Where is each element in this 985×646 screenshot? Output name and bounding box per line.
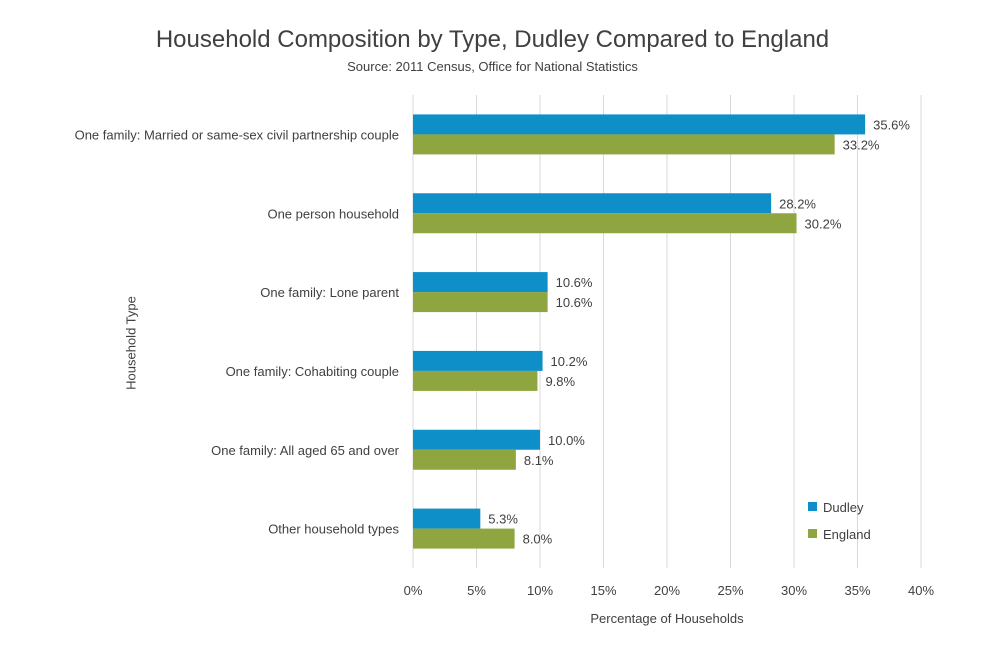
data-label: 33.2% xyxy=(843,137,880,152)
bar-england xyxy=(413,213,797,234)
data-label: 30.2% xyxy=(805,216,842,231)
x-tick-label: 20% xyxy=(654,583,680,598)
data-label: 10.0% xyxy=(548,433,585,448)
bar-dudley xyxy=(413,193,772,214)
bar-dudley xyxy=(413,272,548,293)
x-tick-label: 40% xyxy=(908,583,934,598)
chart-title: Household Composition by Type, Dudley Co… xyxy=(155,26,830,53)
bar-dudley xyxy=(413,114,866,135)
data-label: 35.6% xyxy=(873,117,910,132)
bar-dudley xyxy=(413,350,543,371)
bar-dudley xyxy=(413,429,540,450)
x-tick-label: 5% xyxy=(467,583,486,598)
x-tick-label: 10% xyxy=(527,583,553,598)
data-label: 10.6% xyxy=(556,295,593,310)
bar-england xyxy=(413,370,538,391)
legend-swatch-england xyxy=(808,529,817,538)
data-label: 10.6% xyxy=(556,275,593,290)
x-tick-label: 25% xyxy=(717,583,743,598)
category-label: One person household xyxy=(267,206,399,221)
bar-england xyxy=(413,134,835,155)
legend-swatch-dudley xyxy=(808,502,817,511)
x-tick-label: 0% xyxy=(404,583,423,598)
category-label: Other household types xyxy=(268,522,399,537)
data-label: 8.0% xyxy=(523,532,553,547)
x-tick-label: 35% xyxy=(844,583,870,598)
x-tick-label: 15% xyxy=(590,583,616,598)
category-label: One family: All aged 65 and over xyxy=(211,443,400,458)
x-axis-label: Percentage of Households xyxy=(590,611,744,626)
data-label: 8.1% xyxy=(524,453,554,468)
x-tick-label: 30% xyxy=(781,583,807,598)
data-label: 28.2% xyxy=(779,196,816,211)
category-label: One family: Lone parent xyxy=(260,285,399,300)
data-label: 10.2% xyxy=(551,354,588,369)
bar-england xyxy=(413,528,515,549)
legend-label-england: England xyxy=(823,527,871,542)
category-label: One family: Married or same-sex civil pa… xyxy=(75,127,399,142)
data-label: 9.8% xyxy=(545,374,575,389)
data-label: 5.3% xyxy=(488,512,518,527)
legend-label-dudley: Dudley xyxy=(823,500,864,515)
chart-subtitle: Source: 2011 Census, Office for National… xyxy=(347,59,638,74)
bar-dudley xyxy=(413,508,481,529)
bar-england xyxy=(413,292,548,313)
bar-england xyxy=(413,449,516,470)
category-label: One family: Cohabiting couple xyxy=(226,364,399,379)
